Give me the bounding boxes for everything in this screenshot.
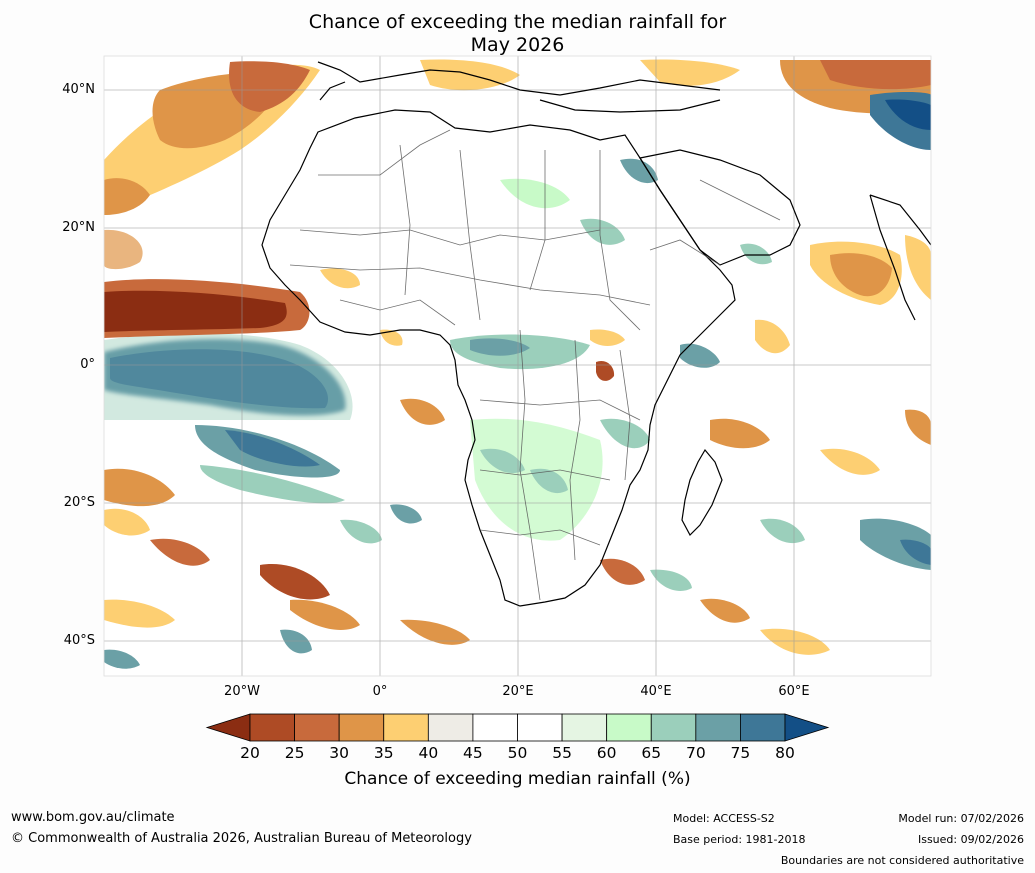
lat-label-40n: 40°N — [62, 82, 95, 97]
lat-label-40s: 40°S — [63, 633, 95, 648]
chart-title-line2: May 2026 — [470, 34, 565, 56]
footer-disclaimer: Boundaries are not considered authoritat… — [780, 854, 1024, 867]
colorbar-tick-label: 40 — [418, 744, 439, 762]
colorbar-extend-low — [205, 713, 251, 742]
lon-label-0: 0° — [372, 684, 388, 699]
colorbar-segment — [740, 713, 786, 742]
lon-label-60e: 60°E — [778, 684, 810, 699]
europe-coastline — [317, 61, 721, 101]
anomaly-fields — [104, 59, 931, 669]
lon-label-20e: 20°E — [502, 684, 534, 699]
colorbar-title: Chance of exceeding median rainfall (%) — [344, 769, 691, 789]
colorbar-segment — [650, 713, 697, 742]
country-borders — [289, 129, 781, 601]
footer-model-run: Model run: 07/02/2026 — [898, 812, 1024, 825]
colorbar-tick-label: 65 — [641, 744, 662, 762]
colorbar-segment — [294, 713, 340, 742]
lat-label-0: 0° — [80, 357, 95, 372]
colorbar-tick-label: 60 — [596, 744, 617, 762]
colorbar-segment — [561, 713, 608, 742]
colorbar-tick-label: 30 — [329, 744, 350, 762]
colorbar-segment — [427, 713, 474, 742]
footer-url[interactable]: www.bom.gov.au/climate — [11, 810, 175, 825]
lon-label-20w: 20°W — [224, 684, 260, 699]
colorbar-segment — [383, 713, 429, 742]
colorbar-segment — [472, 713, 518, 742]
colorbar-tick-label: 50 — [507, 744, 528, 762]
madagascar-coastline — [681, 448, 723, 536]
colorbar — [205, 713, 830, 742]
lat-label-20s: 20°S — [63, 495, 95, 510]
colorbar-tick-label: 75 — [730, 744, 751, 762]
dry-anomaly-lake-victoria — [596, 360, 615, 381]
lon-label-40e: 40°E — [640, 684, 672, 699]
colorbar-tick-label: 45 — [463, 744, 483, 762]
colorbar-segment — [338, 713, 385, 742]
colorbar-segment — [606, 713, 652, 742]
colorbar-extend-high — [784, 713, 830, 742]
chart-title-line1: Chance of exceeding the median rainfall … — [308, 11, 727, 33]
colorbar-segment — [517, 713, 563, 742]
india-coastline — [869, 194, 931, 321]
colorbar-segment — [695, 713, 741, 742]
colorbar-tick-label: 25 — [284, 744, 305, 762]
graticule — [104, 56, 931, 676]
coastlines — [261, 61, 931, 607]
footer-model: Model: ACCESS-S2 — [673, 812, 775, 825]
colorbar-tick-label: 70 — [685, 744, 706, 762]
footer-copyright: © Commonwealth of Australia 2026, Austra… — [11, 831, 472, 846]
colorbar-segment — [249, 713, 295, 742]
colorbar-tick-label: 20 — [240, 744, 260, 762]
footer-issued: Issued: 09/02/2026 — [917, 833, 1024, 846]
arabia-coastline — [639, 149, 801, 266]
colorbar-tick-label: 35 — [373, 744, 394, 762]
colorbar-tick-label: 80 — [775, 744, 795, 762]
lat-label-20n: 20°N — [62, 220, 95, 235]
footer-base-period: Base period: 1981-2018 — [673, 833, 806, 846]
colorbar-tick-label: 55 — [552, 744, 572, 762]
